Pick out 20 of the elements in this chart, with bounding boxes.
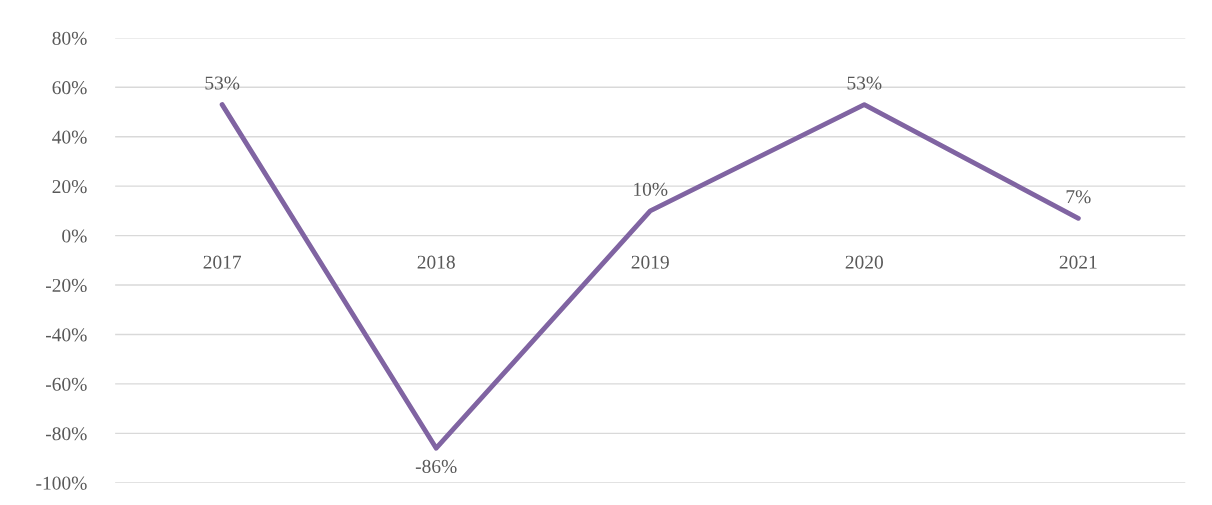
y-tick-label: 40% [52,130,87,144]
y-tick-label: 20% [52,179,87,194]
data-label: 10% [634,182,668,196]
x-tick-label: 2020 [845,255,883,269]
y-tick-label: -60% [45,377,87,391]
y-tick-label: -20% [45,278,87,293]
x-tick-label: 2018 [417,255,455,269]
x-tick-label: 2017 [203,255,242,269]
x-tick-label: 2021 [1059,255,1097,269]
y-tick-label: 80% [52,31,87,45]
data-label: 53% [205,76,240,90]
data-label: 7% [1066,190,1091,204]
y-tick-label: 60% [52,81,87,95]
y-tick-label: 0% [62,229,87,243]
y-tick-label: -80% [45,427,87,441]
y-tick-label: -100% [36,476,87,490]
data-label: -86% [415,459,457,474]
data-label: 53% [847,76,882,90]
y-tick-label: -40% [45,328,87,342]
x-tick-label: 2019 [631,255,669,269]
